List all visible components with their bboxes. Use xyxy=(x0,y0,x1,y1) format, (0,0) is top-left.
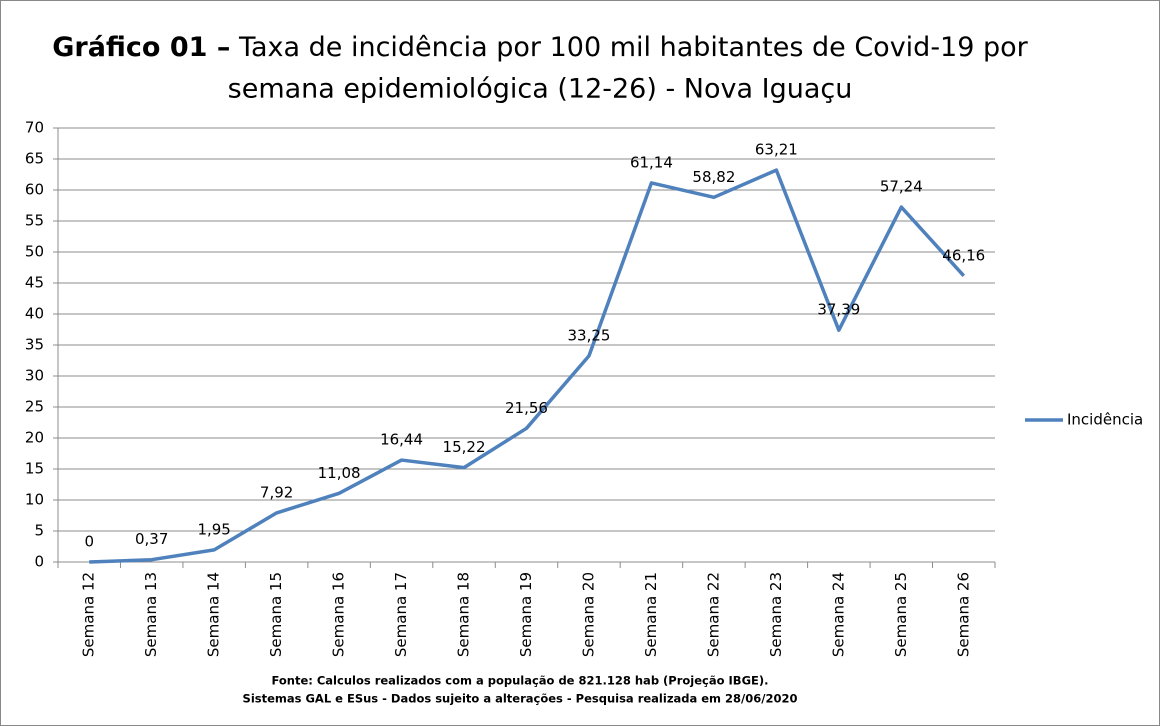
x-tick-label: Semana 21 xyxy=(642,572,660,657)
y-tick-label: 25 xyxy=(25,398,44,416)
x-tick-label: Semana 18 xyxy=(455,572,473,657)
y-tick-label: 5 xyxy=(34,522,44,540)
series-line xyxy=(89,168,966,564)
data-label: 16,44 xyxy=(380,431,423,449)
x-tick-label: Semana 19 xyxy=(517,572,535,657)
chart-title: Gráfico 01 – Taxa de incidência por 100 … xyxy=(52,32,1028,63)
y-tick-label: 45 xyxy=(25,274,44,292)
x-tick-label: Semana 22 xyxy=(704,572,722,657)
y-tick-label: 15 xyxy=(25,460,44,478)
title-line: Taxa de incidência por 100 mil habitante… xyxy=(238,32,1029,63)
data-label: 61,14 xyxy=(630,153,673,171)
y-tick-label: 20 xyxy=(25,429,44,447)
data-label: 15,22 xyxy=(443,438,486,456)
y-tick-label: 70 xyxy=(25,119,44,137)
y-tick-label: 35 xyxy=(25,336,44,354)
y-tick-label: 30 xyxy=(25,367,44,385)
x-tick-label: Semana 17 xyxy=(392,572,410,657)
data-label: 11,08 xyxy=(318,464,361,482)
y-tick-label: 55 xyxy=(25,212,44,230)
title-prefix: Gráfico 01 – xyxy=(52,32,230,63)
data-label: 57,24 xyxy=(880,178,923,196)
legend-label: Incidência xyxy=(1067,411,1143,429)
data-label: 46,16 xyxy=(942,246,985,264)
y-tick-label: 10 xyxy=(25,491,44,509)
x-tick-label: Semana 16 xyxy=(330,572,348,657)
data-label: 63,21 xyxy=(755,141,798,159)
x-tick-label: Semana 15 xyxy=(267,572,285,657)
data-label: 7,92 xyxy=(260,483,293,501)
footnote: Fonte: Calculos realizados com a populaç… xyxy=(271,674,768,688)
data-label: 21,56 xyxy=(505,399,548,417)
data-label: 0,37 xyxy=(135,530,168,548)
title-line: semana epidemiológica (12-26) - Nova Igu… xyxy=(228,74,853,105)
data-label: 0 xyxy=(84,533,94,551)
y-tick-label: 50 xyxy=(25,243,44,261)
x-tick-label: Semana 13 xyxy=(142,572,160,657)
x-tick-label: Semana 14 xyxy=(205,572,223,657)
y-tick-label: 40 xyxy=(25,305,44,323)
x-tick-label: Semana 26 xyxy=(954,572,972,657)
x-tick-label: Semana 24 xyxy=(829,572,847,657)
data-label: 37,39 xyxy=(817,301,860,319)
data-label: 58,82 xyxy=(692,168,735,186)
footnote: Sistemas GAL e ESus - Dados sujeito a al… xyxy=(243,692,798,706)
x-tick-label: Semana 25 xyxy=(892,572,910,657)
y-tick-label: 0 xyxy=(34,553,44,571)
data-label: 33,25 xyxy=(567,326,610,344)
y-tick-label: 65 xyxy=(25,150,44,168)
data-label: 1,95 xyxy=(197,520,230,538)
x-tick-label: Semana 20 xyxy=(579,572,597,657)
x-tick-label: Semana 23 xyxy=(767,572,785,657)
x-tick-label: Semana 12 xyxy=(80,572,98,657)
y-tick-label: 60 xyxy=(25,181,44,199)
